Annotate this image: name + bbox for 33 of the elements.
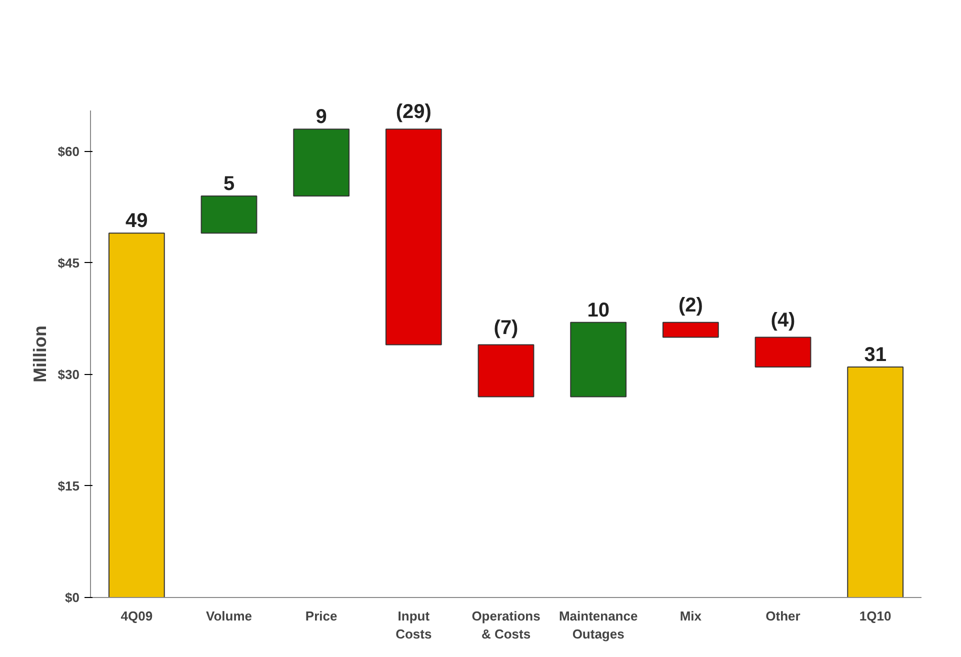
- y-tick-label: $60: [58, 144, 80, 159]
- data-label: 49: [126, 210, 148, 232]
- bar: [478, 344, 534, 398]
- data-label: (7): [494, 316, 518, 339]
- bar: [293, 128, 350, 197]
- data-label: (2): [678, 294, 703, 316]
- bar: [754, 336, 812, 368]
- bar: [570, 322, 627, 398]
- data-label: 9: [316, 106, 327, 128]
- x-tick-label: Other: [766, 608, 800, 624]
- y-axis-title: Million: [30, 325, 50, 382]
- x-tick-label: Maintenance Outages: [558, 608, 638, 642]
- data-label: 5: [223, 173, 235, 196]
- bar: [200, 196, 258, 234]
- data-label: (29): [396, 101, 432, 124]
- y-tick-label: $45: [58, 255, 80, 270]
- y-tick-label: $30: [58, 366, 80, 382]
- data-label: (4): [770, 309, 796, 332]
- y-tick-label: $15: [58, 478, 80, 494]
- x-tick-label: 1Q10: [859, 608, 892, 624]
- bar: [847, 366, 904, 598]
- bar: [108, 232, 165, 598]
- x-tick-label: 4Q09: [120, 608, 153, 624]
- data-label: 10: [587, 299, 610, 322]
- bar: [385, 128, 442, 346]
- x-tick-label: Price: [305, 608, 338, 624]
- x-tick-label: Volume: [206, 608, 252, 624]
- data-label: 31: [864, 344, 886, 366]
- y-tick-label: $0: [65, 590, 80, 605]
- x-tick-label: Input Costs: [396, 608, 432, 642]
- x-tick-label: Operations & Costs: [472, 608, 540, 642]
- x-tick-label: Mix: [680, 608, 702, 624]
- bar: [662, 322, 719, 338]
